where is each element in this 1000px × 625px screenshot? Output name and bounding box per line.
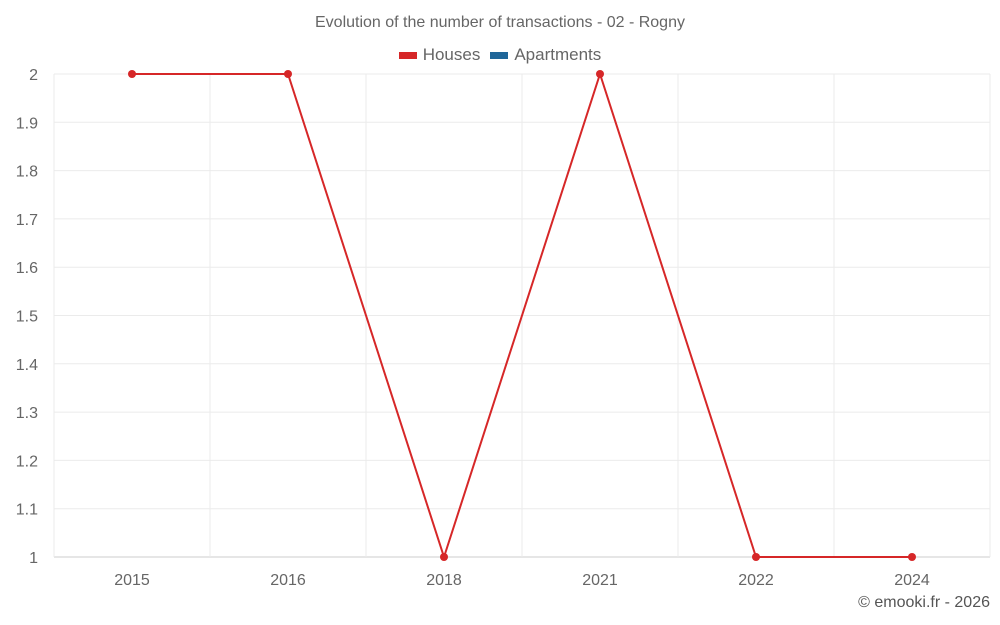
x-tick-label: 2022 <box>738 572 774 589</box>
data-point <box>752 553 760 561</box>
legend-swatch-apartments <box>490 51 509 59</box>
y-tick-label: 1.4 <box>16 357 38 374</box>
y-tick-label: 1.9 <box>16 115 38 132</box>
y-tick-label: 1.1 <box>16 502 38 519</box>
x-tick-label: 2024 <box>894 572 930 589</box>
data-point <box>908 553 916 561</box>
y-tick-label: 1.2 <box>16 453 38 470</box>
x-tick-label: 2016 <box>270 572 306 589</box>
chart-title: Evolution of the number of transactions … <box>315 14 685 31</box>
legend-item-apartments[interactable]: Apartments <box>490 45 601 65</box>
y-tick-label: 1.5 <box>16 309 38 326</box>
y-tick-label: 2 <box>29 67 38 84</box>
legend-item-houses[interactable]: Houses <box>398 45 481 65</box>
series-layer <box>128 70 916 561</box>
data-point <box>128 70 136 78</box>
data-point <box>596 70 604 78</box>
y-tick-label: 1.8 <box>16 164 38 181</box>
x-tick-label: 2015 <box>114 572 150 589</box>
x-tick-label: 2018 <box>426 572 462 589</box>
credit-text: © emooki.fr - 2026 <box>858 594 990 611</box>
legend-label-apartments: Apartments <box>514 45 602 64</box>
legend-label-houses: Houses <box>422 45 481 64</box>
y-tick-label: 1.3 <box>16 405 38 422</box>
data-point <box>284 70 292 78</box>
y-tick-label: 1.7 <box>16 212 38 229</box>
legend-swatch-houses <box>398 51 417 59</box>
data-point <box>440 553 448 561</box>
axes: 1 1.1 1.2 1.3 1.4 1.5 1.6 1.7 1.8 1.9 2 2015 2016 201… <box>16 67 930 589</box>
x-tick-label: 2021 <box>582 572 618 589</box>
y-tick-label: 1.6 <box>16 260 38 277</box>
y-tick-label: 1 <box>29 550 38 567</box>
series-line-houses <box>132 70 912 561</box>
legend: Houses Apartments <box>0 45 1000 65</box>
